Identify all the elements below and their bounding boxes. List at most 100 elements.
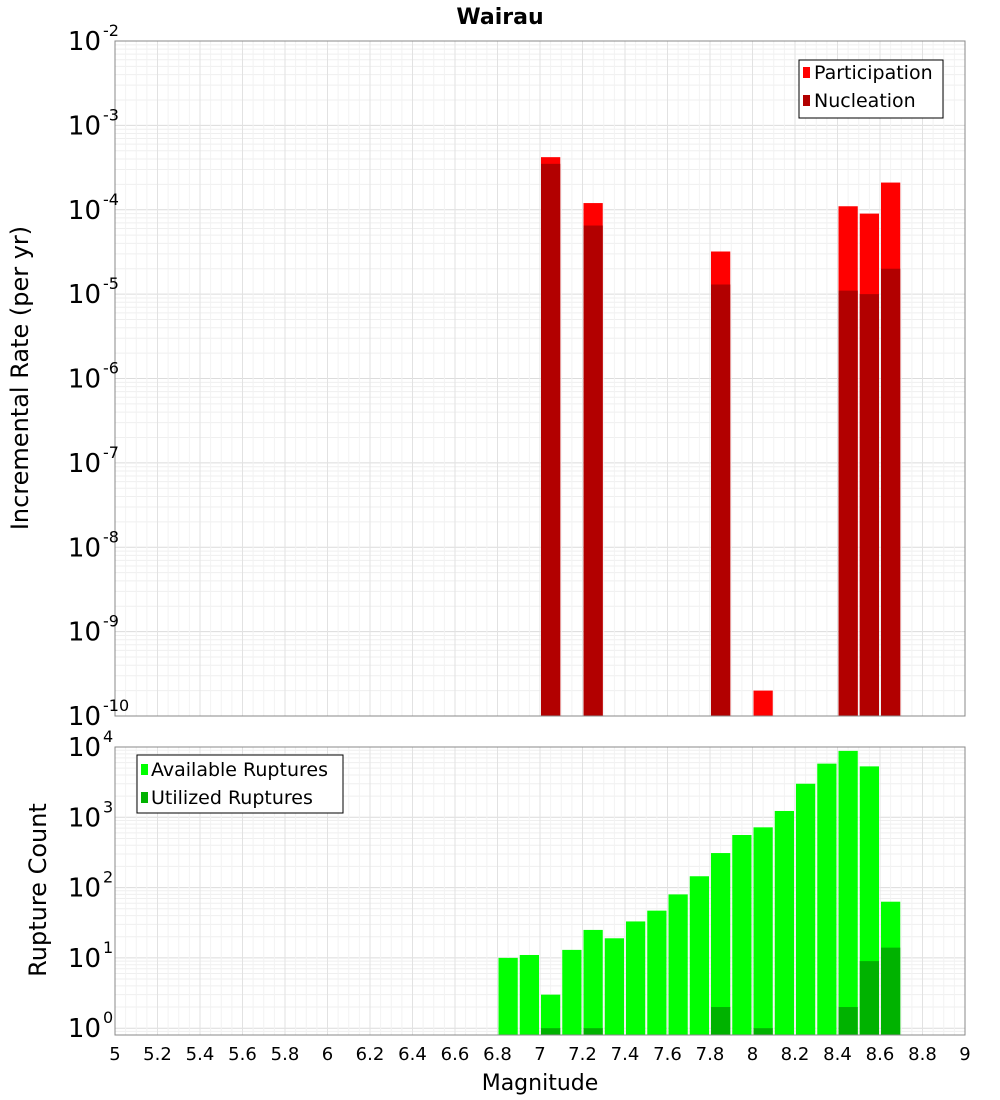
bottom-bar-available-ruptures [583, 929, 603, 1035]
bottom-bar-available-ruptures [541, 994, 561, 1035]
x-tick-label: 9 [959, 1044, 970, 1065]
x-tick-label: 7.8 [696, 1044, 725, 1065]
top-y-tick-label: 10 [68, 702, 101, 732]
bottom-bar-available-ruptures [732, 834, 752, 1035]
x-tick-label: 5.4 [186, 1044, 215, 1065]
top-y-tick-exponent: -4 [103, 190, 119, 209]
bottom-bar-available-ruptures [562, 949, 582, 1035]
legend-utilized-label: Utilized Ruptures [151, 787, 313, 809]
bottom-bars [498, 750, 901, 1035]
top-y-tick-label: 10 [68, 449, 101, 479]
top-y-tick-label: 10 [68, 27, 101, 57]
bottom-bar-utilized-ruptures [541, 1028, 561, 1035]
top-bar-nucleation [859, 294, 879, 716]
x-tick-label: 8.6 [866, 1044, 895, 1065]
bottom-legend: Available Ruptures Utilized Ruptures [136, 754, 344, 814]
legend-available-swatch [141, 764, 148, 775]
top-legend-box [798, 59, 944, 119]
bottom-y-tick-label: 10 [68, 1014, 101, 1044]
top-bars [541, 157, 901, 717]
top-y-tick-exponent: -6 [103, 359, 119, 378]
bottom-bar-utilized-ruptures [711, 1007, 731, 1035]
x-tick-label: 7.2 [568, 1044, 597, 1065]
top-grid [114, 41, 966, 717]
x-tick-label: 5.8 [271, 1044, 300, 1065]
bottom-bar-available-ruptures [796, 783, 816, 1035]
bottom-y-tick-label: 10 [68, 803, 101, 833]
legend-participation-swatch [803, 67, 810, 78]
bottom-bar-available-ruptures [647, 910, 667, 1035]
top-plot-frame [114, 40, 966, 717]
bottom-bar-available-ruptures [774, 810, 794, 1035]
top-y-tick-label: 10 [68, 280, 101, 310]
top-y-tick-exponent: -10 [103, 696, 129, 715]
bottom-bar-available-ruptures [689, 876, 709, 1035]
legend-nucleation-label: Nucleation [814, 90, 916, 112]
x-tick-label: 7 [534, 1044, 545, 1065]
top-y-tick-label: 10 [68, 533, 101, 563]
bottom-bar-utilized-ruptures [753, 1028, 773, 1035]
top-bar-participation [753, 690, 773, 716]
top-y-tick-label: 10 [68, 196, 101, 226]
top-bar-nucleation [583, 225, 603, 716]
chart-title: Wairau [456, 5, 543, 30]
legend-participation-label: Participation [814, 62, 933, 84]
bottom-bar-available-ruptures [519, 954, 539, 1035]
bottom-bar-available-ruptures [753, 827, 773, 1035]
x-ticks: 5 5.2 5.4 5.6 5.8 6 6.2 6.4 6.6 6.8 7 7.2 7.4 7.6 7.8 8… [109, 1044, 970, 1065]
bottom-bar-available-ruptures [668, 894, 688, 1035]
bottom-bar-available-ruptures [817, 763, 837, 1035]
top-legend: Participation Nucleation [798, 59, 944, 119]
bottom-y-tick-exponent: 3 [103, 797, 113, 816]
bottom-y-tick-exponent: 1 [103, 938, 113, 957]
bottom-plot-frame [114, 746, 966, 1036]
bottom-bar-utilized-ruptures [859, 961, 879, 1035]
x-tick-label: 6.6 [441, 1044, 470, 1065]
bottom-y-tick-exponent: 0 [103, 1008, 113, 1027]
bottom-bar-available-ruptures [498, 957, 518, 1035]
bottom-bar-available-ruptures [711, 853, 731, 1035]
bottom-y-tick-label: 10 [68, 944, 101, 974]
legend-available-label: Available Ruptures [151, 759, 328, 781]
x-tick-label: 6.2 [356, 1044, 385, 1065]
x-tick-label: 5 [109, 1044, 120, 1065]
top-y-tick-label: 10 [68, 111, 101, 141]
x-tick-label: 7.6 [653, 1044, 682, 1065]
top-y-tick-exponent: -9 [103, 612, 119, 631]
bottom-bar-utilized-ruptures [881, 947, 901, 1035]
x-tick-label: 7.4 [611, 1044, 640, 1065]
bottom-y-tick-exponent: 4 [103, 727, 113, 746]
x-tick-label: 8 [747, 1044, 758, 1065]
top-bar-nucleation [881, 268, 901, 716]
top-y-tick-exponent: -8 [103, 527, 119, 546]
top-bar-nucleation [838, 290, 858, 716]
bottom-bar-available-ruptures [838, 750, 858, 1035]
x-tick-label: 8.4 [823, 1044, 852, 1065]
top-y-tick-exponent: -3 [103, 105, 119, 124]
top-y-tick-exponent: -7 [103, 443, 119, 462]
x-tick-label: 6.4 [398, 1044, 427, 1065]
x-tick-label: 8.2 [781, 1044, 810, 1065]
top-y-tick-exponent: -2 [103, 21, 119, 40]
bottom-legend-box [136, 754, 344, 814]
x-tick-label: 5.6 [228, 1044, 257, 1065]
bottom-y-tick-exponent: 2 [103, 868, 113, 887]
top-y-tick-label: 10 [68, 365, 101, 395]
bottom-y-tick-label: 10 [68, 874, 101, 904]
top-y-axis-label: Incremental Rate (per yr) [6, 226, 34, 530]
top-y-tick-label: 10 [68, 618, 101, 648]
legend-utilized-swatch [141, 792, 148, 803]
bottom-y-axis-label: Rupture Count [24, 803, 52, 977]
x-tick-label: 6 [322, 1044, 333, 1065]
top-y-tick-exponent: -5 [103, 274, 119, 293]
bottom-bar-utilized-ruptures [838, 1007, 858, 1035]
x-tick-label: 6.8 [483, 1044, 512, 1065]
x-axis-label: Magnitude [482, 1071, 599, 1096]
top-bar-nucleation [711, 284, 731, 716]
bottom-y-tick-label: 10 [68, 733, 101, 763]
